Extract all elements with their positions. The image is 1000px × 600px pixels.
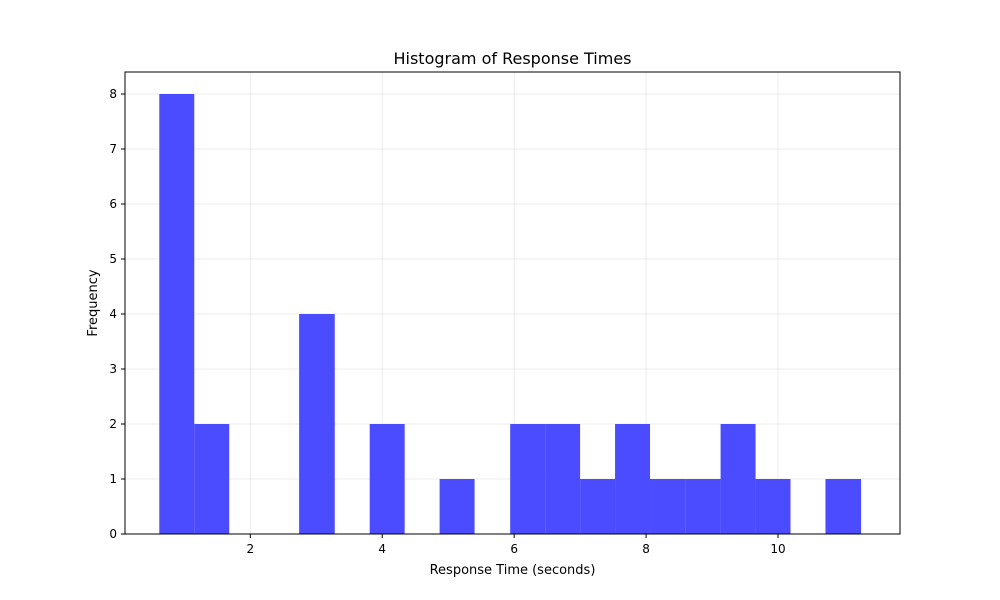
histogram-bar [720,424,756,534]
y-tick-label: 4 [109,307,117,321]
y-axis-ticks: 0 1 2 3 4 5 6 7 8 [109,87,125,541]
histogram-bar [545,424,581,534]
histogram-bar [299,314,335,534]
histogram-bar [685,479,721,534]
histogram-bar [615,424,651,534]
x-tick-label: 2 [246,542,254,556]
histogram-bars [159,94,862,534]
histogram-bar [510,424,546,534]
y-tick-label: 6 [109,197,117,211]
y-tick-label: 0 [109,527,117,541]
histogram-bar [439,479,475,534]
histogram-bar [159,94,195,534]
histogram-bar [369,424,405,534]
histogram-bar [650,479,686,534]
histogram-bar [580,479,616,534]
histogram-bar [755,479,791,534]
x-tick-label: 6 [510,542,518,556]
plot-frame [124,71,901,535]
histogram-bar [194,424,230,534]
x-axis-label: Response Time (seconds) [430,563,596,578]
x-axis-ticks: 2 4 6 8 10 [246,534,786,556]
x-tick-label: 10 [770,542,785,556]
y-tick-label: 8 [109,87,117,101]
x-tick-label: 8 [642,542,650,556]
y-tick-label: 5 [109,252,117,266]
x-tick-label: 4 [378,542,386,556]
y-axis-label: Frequency [86,269,101,336]
histogram-bar [825,479,862,534]
y-tick-label: 1 [109,472,117,486]
y-tick-label: 2 [109,417,117,431]
y-tick-label: 3 [109,362,117,376]
y-tick-label: 7 [109,142,117,156]
chart-title: Histogram of Response Times [393,49,631,68]
